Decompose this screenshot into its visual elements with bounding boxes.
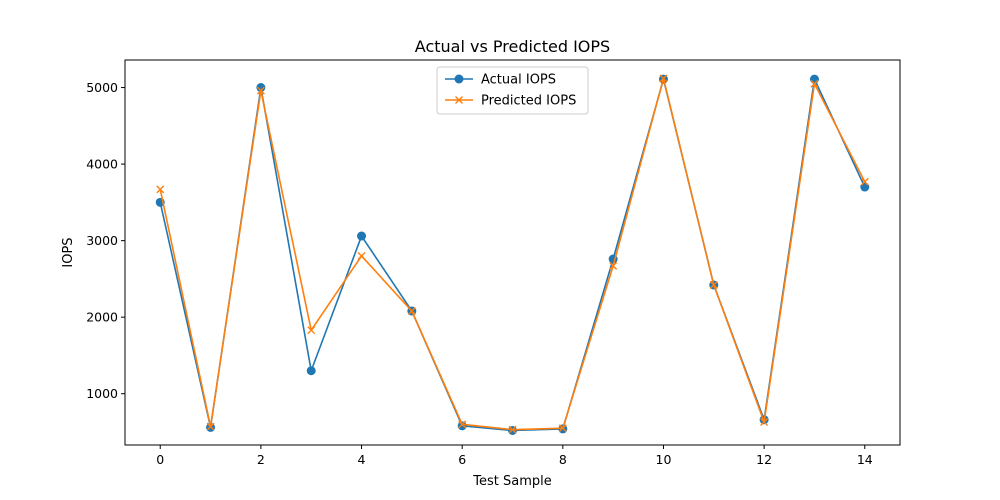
x-tick-label: 8 — [559, 452, 567, 467]
predicted-point — [307, 326, 316, 335]
y-tick-label: 2000 — [86, 310, 118, 325]
predicted-point — [156, 185, 165, 194]
plot-area — [124, 59, 901, 446]
x-tick-label: 14 — [857, 452, 873, 467]
predicted-point — [760, 418, 769, 427]
legend: Actual IOPS Predicted IOPS — [436, 66, 589, 115]
legend-box — [436, 66, 589, 115]
x-tick-label: 10 — [656, 452, 672, 467]
x-tick-label: 12 — [756, 452, 772, 467]
predicted-point — [458, 420, 467, 429]
predicted-point — [407, 307, 416, 316]
legend-label: Predicted IOPS — [481, 94, 576, 109]
x-axis-label: Test Sample — [472, 474, 551, 489]
y-axis-label: IOPS — [61, 237, 76, 267]
actual-point — [306, 366, 316, 376]
series-line-actual — [159, 78, 866, 432]
x-tick-label: 2 — [257, 452, 265, 467]
chart-title: Actual vs Predicted IOPS — [415, 37, 610, 56]
predicted-point — [357, 251, 366, 260]
predicted-point — [709, 281, 718, 290]
actual-point — [357, 231, 367, 241]
actual-point — [457, 421, 467, 431]
predicted-point — [659, 74, 668, 83]
predicted-point — [810, 79, 819, 88]
predicted-point — [860, 177, 869, 186]
y-tick-label: 1000 — [86, 386, 118, 401]
predicted-point — [609, 261, 618, 270]
x-tick-label: 4 — [358, 452, 366, 467]
series-line-predicted — [159, 77, 866, 431]
x-tick-label: 6 — [458, 452, 466, 467]
predicted-point — [256, 86, 265, 95]
y-axis: 1000 2000 3000 4000 5000 — [86, 80, 125, 401]
legend-marker — [454, 74, 464, 84]
series-layer — [155, 74, 870, 435]
x-axis: 0 2 4 6 8 10 12 14 — [156, 445, 873, 467]
predicted-point — [206, 422, 215, 431]
legend-marker — [455, 96, 463, 104]
predicted-point — [558, 424, 567, 433]
legend-label: Actual IOPS — [481, 73, 556, 88]
y-tick-label: 5000 — [86, 80, 118, 95]
x-tick-label: 0 — [156, 452, 164, 467]
actual-point — [809, 74, 819, 84]
actual-point — [256, 83, 266, 93]
predicted-point — [508, 425, 517, 434]
y-tick-label: 3000 — [86, 233, 118, 248]
y-tick-label: 4000 — [86, 157, 118, 172]
